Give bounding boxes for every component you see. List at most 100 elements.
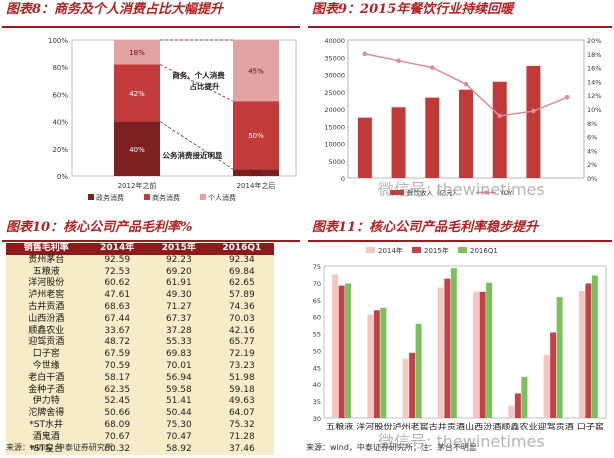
fig10-table-cell: 59.18 (209, 384, 274, 397)
fig10-table-row: 洋河股份 60.62 61.91 62.65 (6, 278, 274, 291)
fig11-bar (367, 314, 374, 418)
fig11-source: 来源：wind，中泰证券研究所；注：茅台不明显 (306, 443, 477, 452)
fig11-ytick-label: 60 (313, 314, 321, 322)
fig10-table-cell: 51.98 (209, 372, 274, 385)
fig8-legend-label: 个人消费 (208, 193, 236, 202)
fig10-table-cell: 69.83 (148, 349, 210, 361)
fig11-bar (521, 376, 528, 418)
fig11-bar (402, 358, 409, 418)
fig9-ytick-label: 10000 (324, 141, 345, 149)
fig8-annotation: 占比提升 (190, 81, 220, 91)
fig10-table-cell: 贵州茅台 (6, 254, 87, 267)
fig10-header-cell: 2014年 (86, 243, 149, 255)
fig10-table-cell: 口子窖 (6, 349, 87, 361)
fig10-table-cell: 62.35 (86, 384, 149, 397)
fig11-title: 图表11：核心公司产品毛利率稳步提升 (312, 220, 539, 235)
fig9-legend-label: 餐饮收入（亿元） (407, 188, 459, 197)
fig10-table-row: 顺鑫农业 33.67 37.28 42.16 (6, 325, 274, 338)
fig8-data-label: 40% (129, 146, 145, 154)
fig9-title: 图表9：2015年餐饮行业持续回暖 (312, 2, 514, 17)
fig9-bar (391, 107, 406, 178)
fig9-yoy-point (429, 65, 435, 70)
fig11-bar (585, 283, 592, 418)
fig9-yoy-point (564, 94, 570, 100)
fig11-ytick-label: 50 (313, 347, 321, 355)
fig10-table-cell: 57.89 (209, 290, 274, 302)
fig10-table-cell: 42.16 (209, 325, 274, 338)
fig10-table-cell: 58.92 (148, 443, 210, 456)
fig10-table-cell: 古井贡酒 (6, 301, 87, 314)
fig10-table-cell: 70.59 (86, 360, 149, 373)
fig11-bar (556, 297, 563, 418)
fig10-table-cell: 92.34 (209, 254, 274, 267)
fig10-table-cell: 金种子酒 (6, 384, 87, 397)
fig10-table-cell: 50.66 (86, 408, 149, 420)
fig8-legend-label: 商务消费 (152, 193, 180, 202)
fig10-header-cell: 销售毛利率 (6, 243, 87, 255)
fig11-bar (444, 278, 451, 418)
fig11-ytick-label: 65 (313, 297, 321, 305)
fig9-y2tick-label: 2% (587, 161, 597, 169)
fig10-table-row: 沱牌舍得 50.66 50.44 64.07 (6, 408, 274, 420)
fig10-table-cell: 59.58 (148, 384, 210, 397)
fig8-legend-swatch (200, 194, 206, 200)
fig10-table-row: 老白干酒 58.17 56.94 51.98 (6, 372, 274, 385)
fig10-table-cell: 49.30 (148, 290, 210, 302)
fig9-yoy-point (362, 51, 368, 57)
fig8-xtick-label: 2014年之后 (237, 181, 276, 190)
fig10-table-cell: 51.41 (148, 396, 210, 409)
fig9-ytick-label: 30000 (324, 72, 345, 80)
fig10-table-cell: 37.28 (148, 325, 210, 338)
fig10-table-cell: 33.67 (86, 325, 149, 338)
fig8-data-label: 42% (129, 90, 145, 98)
fig11-bar (578, 291, 585, 418)
fig9-y2tick-label: 12% (587, 92, 601, 100)
fig11-panel: 图表11：核心公司产品毛利率稳步提升 30 35 40 45 50 55 60 65 70 75 五… (306, 218, 614, 458)
fig10-table-cell: *ST水井 (6, 419, 87, 432)
fig11-ytick-label: 75 (313, 263, 321, 271)
fig10-table-cell: 70.03 (209, 313, 274, 326)
fig11-plot-frame (323, 265, 607, 419)
fig10-table-cell: 72.53 (86, 266, 149, 279)
fig9-ytick-label: 0 (341, 175, 345, 183)
fig8-bar-segment (233, 40, 279, 102)
fig10-table-row: 口子窖 67.59 69.83 72.19 (6, 349, 274, 361)
fig11-ytick-label: 40 (313, 381, 321, 389)
fig9-bar (526, 65, 541, 178)
fig11-legend-swatch (412, 247, 421, 253)
fig8-legend-swatch (88, 194, 94, 200)
fig9-legend-label: YOY (499, 189, 512, 197)
fig9-y2tick-label: 10% (587, 106, 601, 114)
fig10-table-cell: 75.30 (148, 419, 210, 432)
fig8-bar-segment (114, 40, 160, 65)
fig11-legend-swatch (458, 247, 467, 253)
fig10-table-row: 贵州茅台 92.59 92.23 92.34 (6, 254, 274, 267)
fig10-table-row: 今世缘 70.59 70.01 73.23 (6, 360, 274, 373)
fig8-bar-segment (233, 169, 279, 176)
fig9-yoy-point (396, 58, 401, 63)
fig10-table-cell: 68.63 (86, 301, 149, 314)
fig11-ytick-label: 55 (313, 331, 321, 339)
fig10-table-cell: 50.44 (148, 408, 210, 420)
fig10-table-cell: 64.07 (209, 408, 274, 420)
fig9-ytick-label: 15000 (324, 123, 345, 131)
fig8-ytick-label: 100% (48, 37, 68, 45)
fig10-table-row: *ST水井 68.09 75.30 75.32 (6, 419, 274, 432)
fig11-chart: 30 35 40 45 50 55 60 65 70 75 五粮液 洋河股份泸州老窖古井贡酒山西汾酒… (313, 246, 607, 431)
fig9-legend-marker (484, 190, 488, 195)
fig11-xtick-labels: 五粮液 洋河股份泸州老窖古井贡酒山西汾酒顺鑫农业迎驾贡酒 口子窖 (326, 421, 605, 431)
fig11-ytick-label: 45 (313, 364, 321, 372)
fig8-data-label: 45% (248, 68, 264, 76)
fig10-table: 销售毛利率 2014年 2015年 2016Q1 贵州茅台 92.59 92.23 92.34… (6, 243, 274, 456)
fig8-legend-label: 政务消费 (96, 193, 124, 202)
fig10-table-cell: 73.23 (209, 360, 274, 373)
fig10-header-cell: 2015年 (148, 243, 210, 255)
fig10-table-cell: 56.94 (148, 372, 210, 385)
fig10-table-cell: 今世缘 (6, 360, 87, 373)
fig10-table-row: 伊力特 52.45 51.41 49.63 (6, 396, 274, 409)
fig8-panel: 图表8：商务及个人消费占比大幅提升 0% 20% 40% 60% 80% 100% 40% 4… (0, 0, 302, 210)
fig10-table-cell: 沱牌舍得 (6, 408, 87, 420)
fig10-table-row: 酒鬼酒 70.67 70.47 71.28 (6, 431, 274, 444)
fig10-table-cell: 67.37 (148, 313, 210, 326)
